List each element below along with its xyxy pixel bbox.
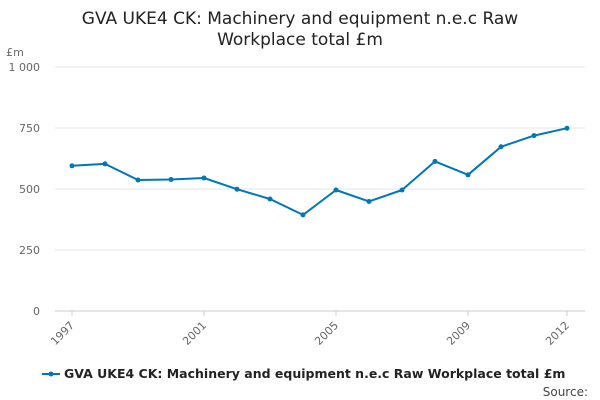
y-tick-label: 250 [19, 244, 40, 257]
x-tick-label: 1997 [48, 319, 77, 348]
series-group [69, 125, 570, 218]
data-point[interactable] [102, 161, 108, 167]
legend-item-label: GVA UKE4 CK: Machinery and equipment n.e… [64, 366, 565, 381]
data-point[interactable] [498, 144, 504, 150]
data-point[interactable] [531, 133, 537, 139]
x-axis [55, 310, 585, 316]
x-tick-label: 2005 [312, 319, 341, 348]
y-axis-unit-label: £m [6, 46, 24, 59]
source-label: Source: [543, 385, 588, 399]
data-point[interactable] [399, 187, 405, 193]
legend[interactable]: GVA UKE4 CK: Machinery and equipment n.e… [42, 366, 565, 381]
y-axis-ticks: 0 250 500 750 1 000 [9, 61, 41, 318]
legend-dot-marker [48, 371, 54, 377]
x-tick-label: 2009 [444, 319, 473, 348]
data-point[interactable] [168, 176, 174, 182]
data-point[interactable] [234, 186, 240, 192]
data-point[interactable] [366, 198, 372, 204]
x-axis-ticks: 1997 2001 2005 2009 2012 [48, 319, 572, 348]
data-point[interactable] [300, 212, 306, 218]
data-point[interactable] [432, 158, 438, 164]
data-point[interactable] [465, 172, 471, 178]
y-tick-label: 1 000 [9, 61, 41, 74]
x-tick-label: 2012 [543, 319, 572, 348]
y-tick-label: 750 [19, 122, 40, 135]
data-point[interactable] [69, 163, 75, 169]
chart-title: GVA UKE4 CK: Machinery and equipment n.e… [82, 9, 519, 50]
x-tick-label: 2001 [180, 319, 209, 348]
y-tick-label: 500 [19, 183, 40, 196]
gridlines [55, 66, 585, 251]
series-line [71, 127, 568, 216]
data-point[interactable] [267, 196, 273, 202]
chart-title-line-1: GVA UKE4 CK: Machinery and equipment n.e… [82, 9, 519, 29]
data-point[interactable] [564, 125, 570, 131]
data-point[interactable] [135, 177, 141, 183]
data-point[interactable] [201, 175, 207, 181]
y-tick-label: 0 [33, 305, 40, 318]
chart-title-line-2: Workplace total £m [217, 30, 383, 50]
data-point[interactable] [333, 187, 339, 193]
